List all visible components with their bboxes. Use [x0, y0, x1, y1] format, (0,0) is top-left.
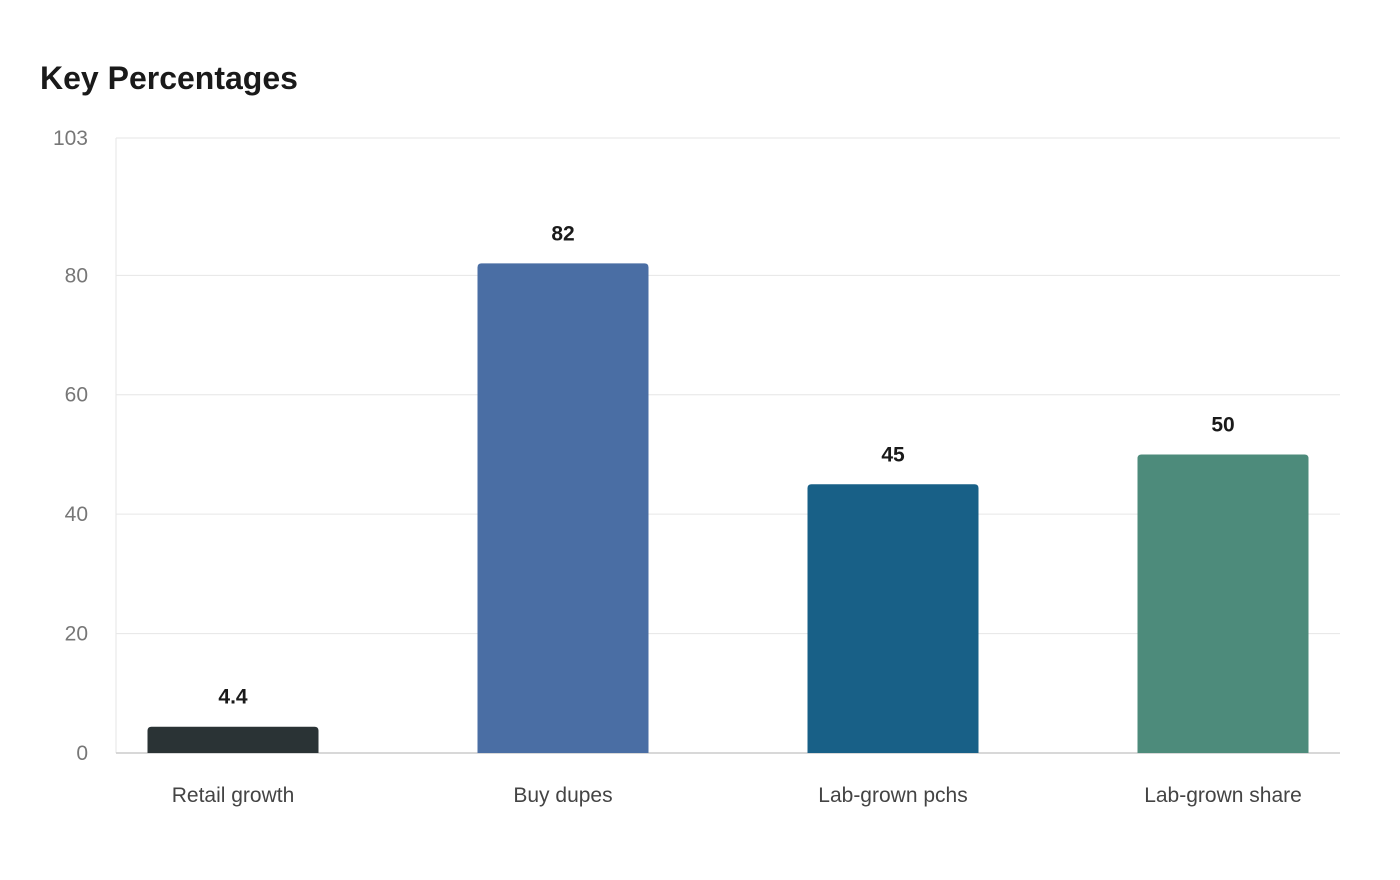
- y-tick-label: 0: [76, 742, 88, 765]
- x-category-label: Retail growth: [172, 784, 295, 807]
- value-label: 4.4: [218, 686, 248, 709]
- y-tick-label: 60: [65, 384, 88, 407]
- x-category-label: Buy dupes: [513, 784, 612, 807]
- x-category-label: Lab-grown share: [1144, 784, 1302, 807]
- bar-retail-growth: [147, 726, 319, 753]
- y-tick-label: 103: [53, 127, 88, 150]
- chart-title: Key Percentages: [40, 60, 298, 96]
- bar-buy-dupes: [477, 263, 649, 753]
- x-category-label: Lab-grown pchs: [818, 784, 967, 807]
- bar-lab-grown-pchs: [807, 484, 979, 753]
- value-label: 50: [1211, 413, 1234, 436]
- value-label: 45: [881, 443, 905, 466]
- y-tick-label: 20: [65, 623, 88, 646]
- bar-lab-grown-share: [1137, 454, 1309, 753]
- y-tick-label: 80: [65, 264, 88, 287]
- value-label: 82: [551, 222, 574, 245]
- y-tick-label: 40: [65, 503, 88, 526]
